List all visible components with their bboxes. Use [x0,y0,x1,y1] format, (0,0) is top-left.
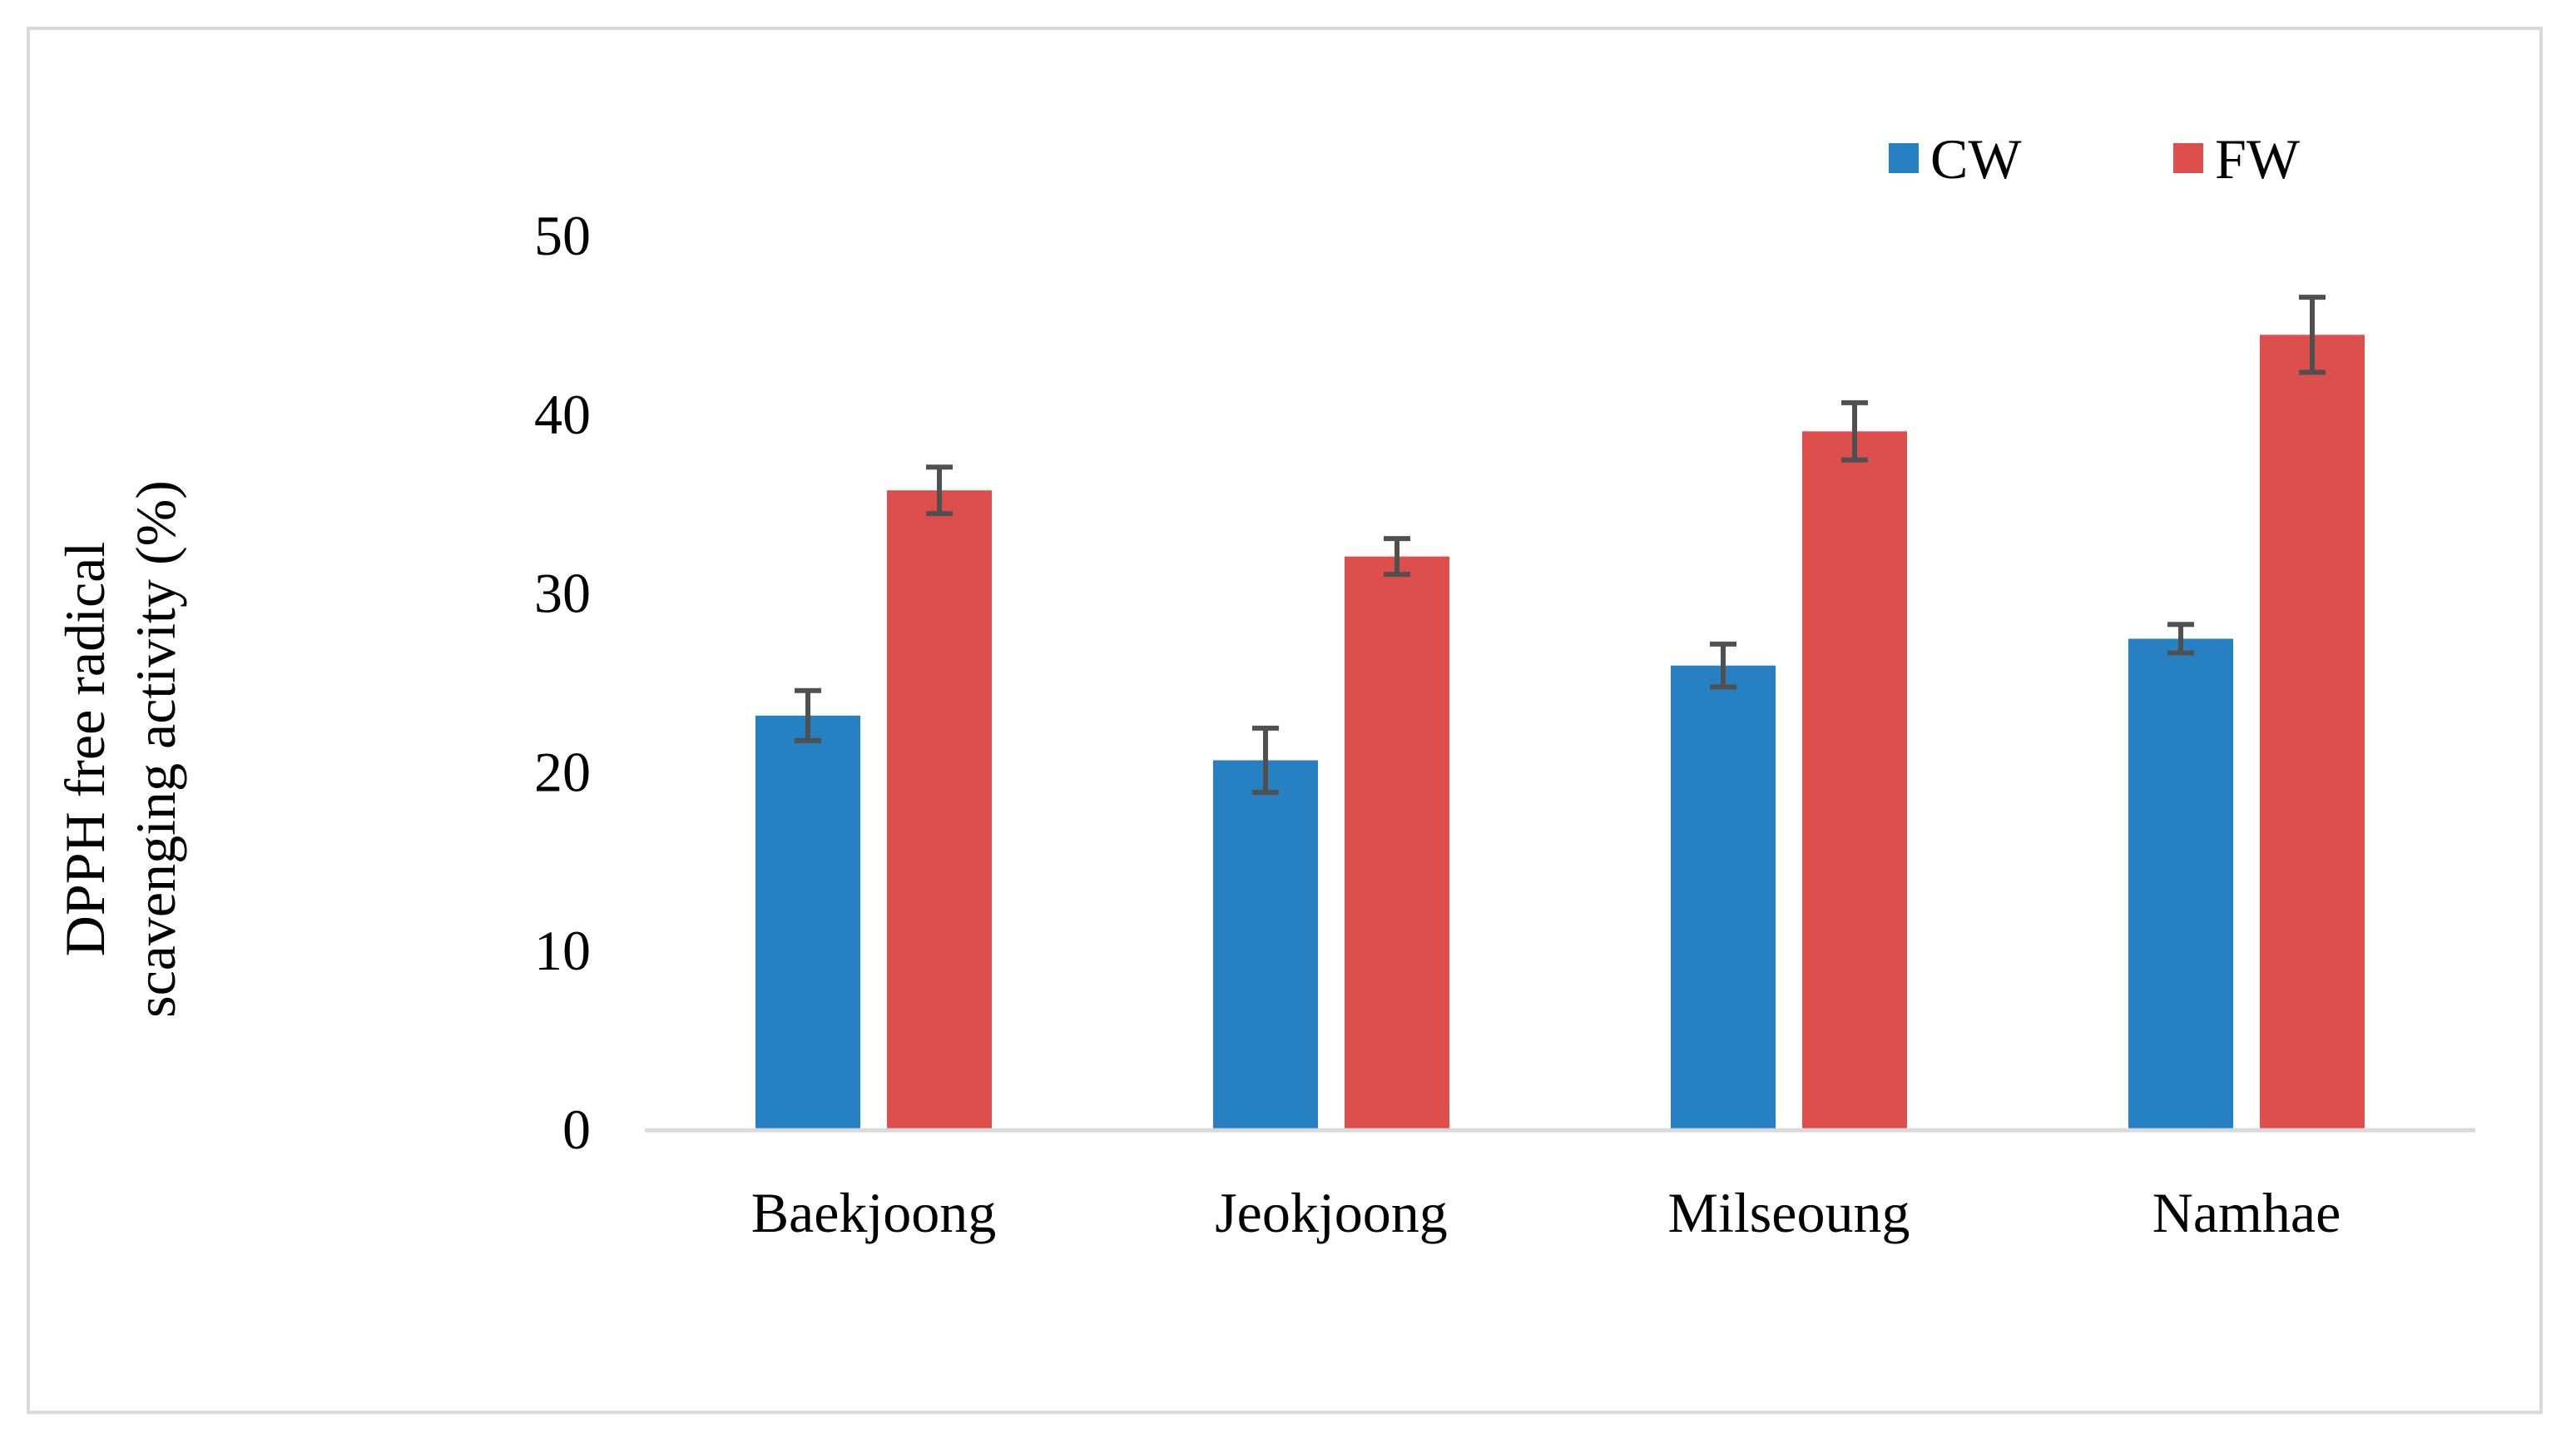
bar-cw-milseoung [1671,665,1776,1129]
error-bars [795,295,2326,796]
error-bar-fw-milseoung [1841,399,1868,463]
x-axis-labels: Baekjoong Jeokjoong Milseoung Namhae [751,1181,2341,1244]
x-tick-label-baekjoong: Baekjoong [751,1181,997,1244]
y-tick-label: 0 [562,1098,591,1161]
chart-frame [27,27,2543,1414]
bar-fw-milseoung [1802,431,1907,1129]
y-axis-title-line-1: DPPH free radical [53,542,116,956]
error-bar-fw-namhae [2299,295,2326,375]
legend-swatch-cw [1889,143,1919,173]
error-bar-fw-baekjoong [926,464,953,517]
legend-label-cw: CW [1930,127,2022,191]
bar-fw-jeokjoong [1345,556,1449,1129]
legend-label-fw: FW [2215,127,2301,191]
error-bar-cw-namhae [2167,622,2194,656]
error-bar-fw-jeokjoong [1384,536,1410,578]
y-axis-title-line-2: scavenging activity (%) [124,480,187,1018]
x-tick-label-milseoung: Milseoung [1668,1181,1910,1244]
y-axis-title: DPPH free radical scavenging activity (%… [53,480,187,1018]
error-bar-cw-baekjoong [795,687,821,743]
x-tick-label-jeokjoong: Jeokjoong [1215,1181,1448,1244]
bar-fw-baekjoong [887,490,992,1129]
bar-cw-jeokjoong [1213,760,1318,1129]
y-tick-label: 10 [534,919,591,982]
y-axis-ticks: 0 10 20 30 40 50 [534,204,591,1161]
x-tick-label-namhae: Namhae [2152,1181,2341,1244]
y-tick-label: 40 [534,383,591,446]
y-tick-label: 20 [534,740,591,803]
error-bar-cw-jeokjoong [1252,725,1279,796]
bar-cw-namhae [2128,638,2233,1129]
y-tick-label: 30 [534,562,591,625]
y-tick-label: 50 [534,204,591,267]
legend: CW FW [1889,127,2301,191]
bars [755,335,2365,1129]
error-bar-cw-milseoung [1710,641,1736,690]
bar-cw-baekjoong [755,715,860,1129]
legend-swatch-fw [2173,143,2203,173]
bar-fw-namhae [2260,335,2365,1129]
